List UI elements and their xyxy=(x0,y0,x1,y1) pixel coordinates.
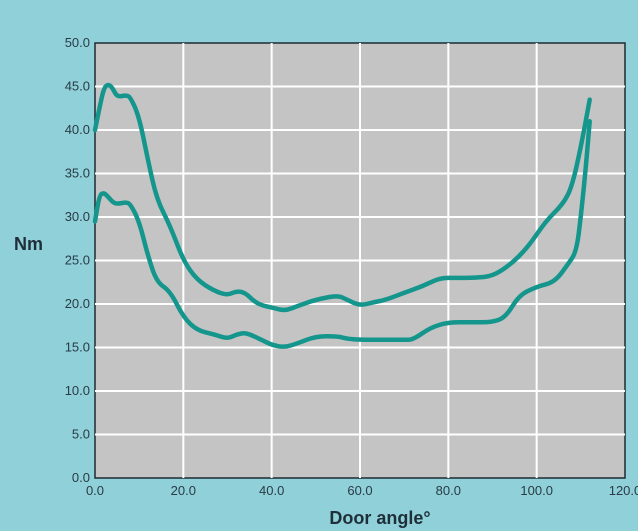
y-tick-label: 10.0 xyxy=(65,383,90,398)
y-tick-label: 25.0 xyxy=(65,253,90,268)
x-tick-label: 20.0 xyxy=(171,483,196,498)
series-line-1 xyxy=(92,82,592,313)
x-tick-label: 120.0 xyxy=(609,483,638,498)
y-tick-label: 15.0 xyxy=(65,340,90,355)
series-group xyxy=(92,82,592,349)
x-tick-label: 100.0 xyxy=(520,483,553,498)
y-tick-label: 30.0 xyxy=(65,209,90,224)
x-tick-label: 0.0 xyxy=(86,483,104,498)
y-tick-label: 50.0 xyxy=(65,35,90,50)
x-tick-label: 80.0 xyxy=(436,483,461,498)
x-tick-label: 60.0 xyxy=(347,483,372,498)
y-tick-label: 0.0 xyxy=(72,470,90,485)
y-tick-label: 40.0 xyxy=(65,122,90,137)
x-tick-labels: 0.0 20.0 40.0 60.0 80.0 100.0 120.0 xyxy=(86,483,638,498)
y-tick-label: 5.0 xyxy=(72,427,90,442)
y-tick-label: 35.0 xyxy=(65,166,90,181)
y-tick-label: 20.0 xyxy=(65,296,90,311)
series-line-2 xyxy=(92,119,592,349)
y-tick-label: 45.0 xyxy=(65,79,90,94)
y-axis-label: Nm xyxy=(14,234,43,254)
x-tick-label: 40.0 xyxy=(259,483,284,498)
x-axis-label: Door angle° xyxy=(329,508,430,528)
y-tick-labels: 0.0 5.0 10.0 15.0 20.0 25.0 30.0 35.0 40.0 45.0 50… xyxy=(65,35,90,485)
